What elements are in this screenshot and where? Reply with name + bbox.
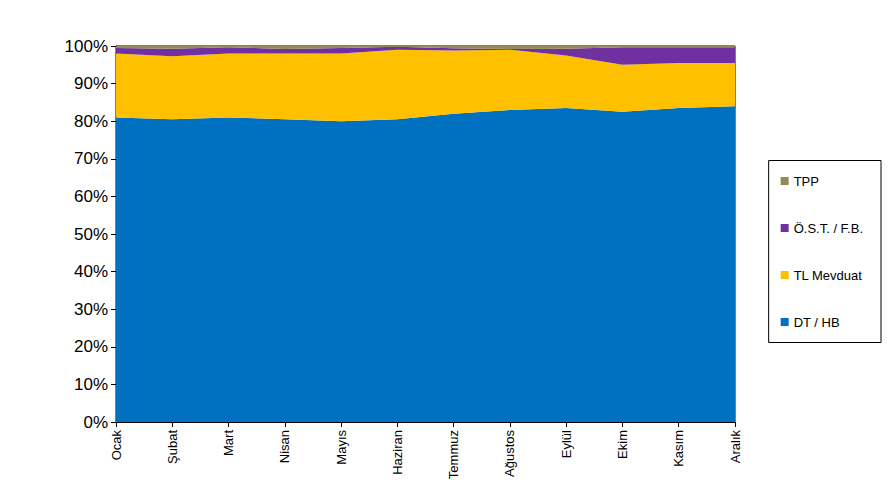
- svg-text:60%: 60%: [74, 187, 108, 206]
- svg-text:30%: 30%: [74, 300, 108, 319]
- svg-text:Aralık: Aralık: [728, 430, 743, 464]
- svg-text:20%: 20%: [74, 337, 108, 356]
- svg-text:10%: 10%: [74, 375, 108, 394]
- svg-text:Mayıs: Mayıs: [334, 430, 349, 465]
- svg-text:Eylül: Eylül: [559, 430, 574, 458]
- svg-text:DT / HB: DT / HB: [794, 315, 840, 330]
- svg-text:Ekim: Ekim: [615, 430, 630, 459]
- svg-text:Kasım: Kasım: [671, 430, 686, 467]
- svg-text:80%: 80%: [74, 112, 108, 131]
- svg-text:Nisan: Nisan: [277, 430, 292, 463]
- svg-text:Mart: Mart: [221, 430, 236, 456]
- svg-text:Ö.S.T. / F.B.: Ö.S.T. / F.B.: [794, 221, 863, 236]
- svg-text:TL Mevduat: TL Mevduat: [794, 268, 863, 283]
- svg-text:70%: 70%: [74, 149, 108, 168]
- svg-text:90%: 90%: [74, 74, 108, 93]
- svg-text:Temmuz: Temmuz: [446, 430, 461, 479]
- svg-text:Ağustos: Ağustos: [502, 430, 517, 477]
- svg-text:100%: 100%: [65, 37, 108, 56]
- svg-text:Haziran: Haziran: [390, 430, 405, 475]
- svg-text:TPP: TPP: [794, 174, 819, 189]
- svg-text:Şubat: Şubat: [165, 430, 180, 464]
- svg-text:Ocak: Ocak: [109, 430, 124, 461]
- svg-text:0%: 0%: [83, 413, 108, 432]
- svg-text:40%: 40%: [74, 262, 108, 281]
- svg-text:50%: 50%: [74, 225, 108, 244]
